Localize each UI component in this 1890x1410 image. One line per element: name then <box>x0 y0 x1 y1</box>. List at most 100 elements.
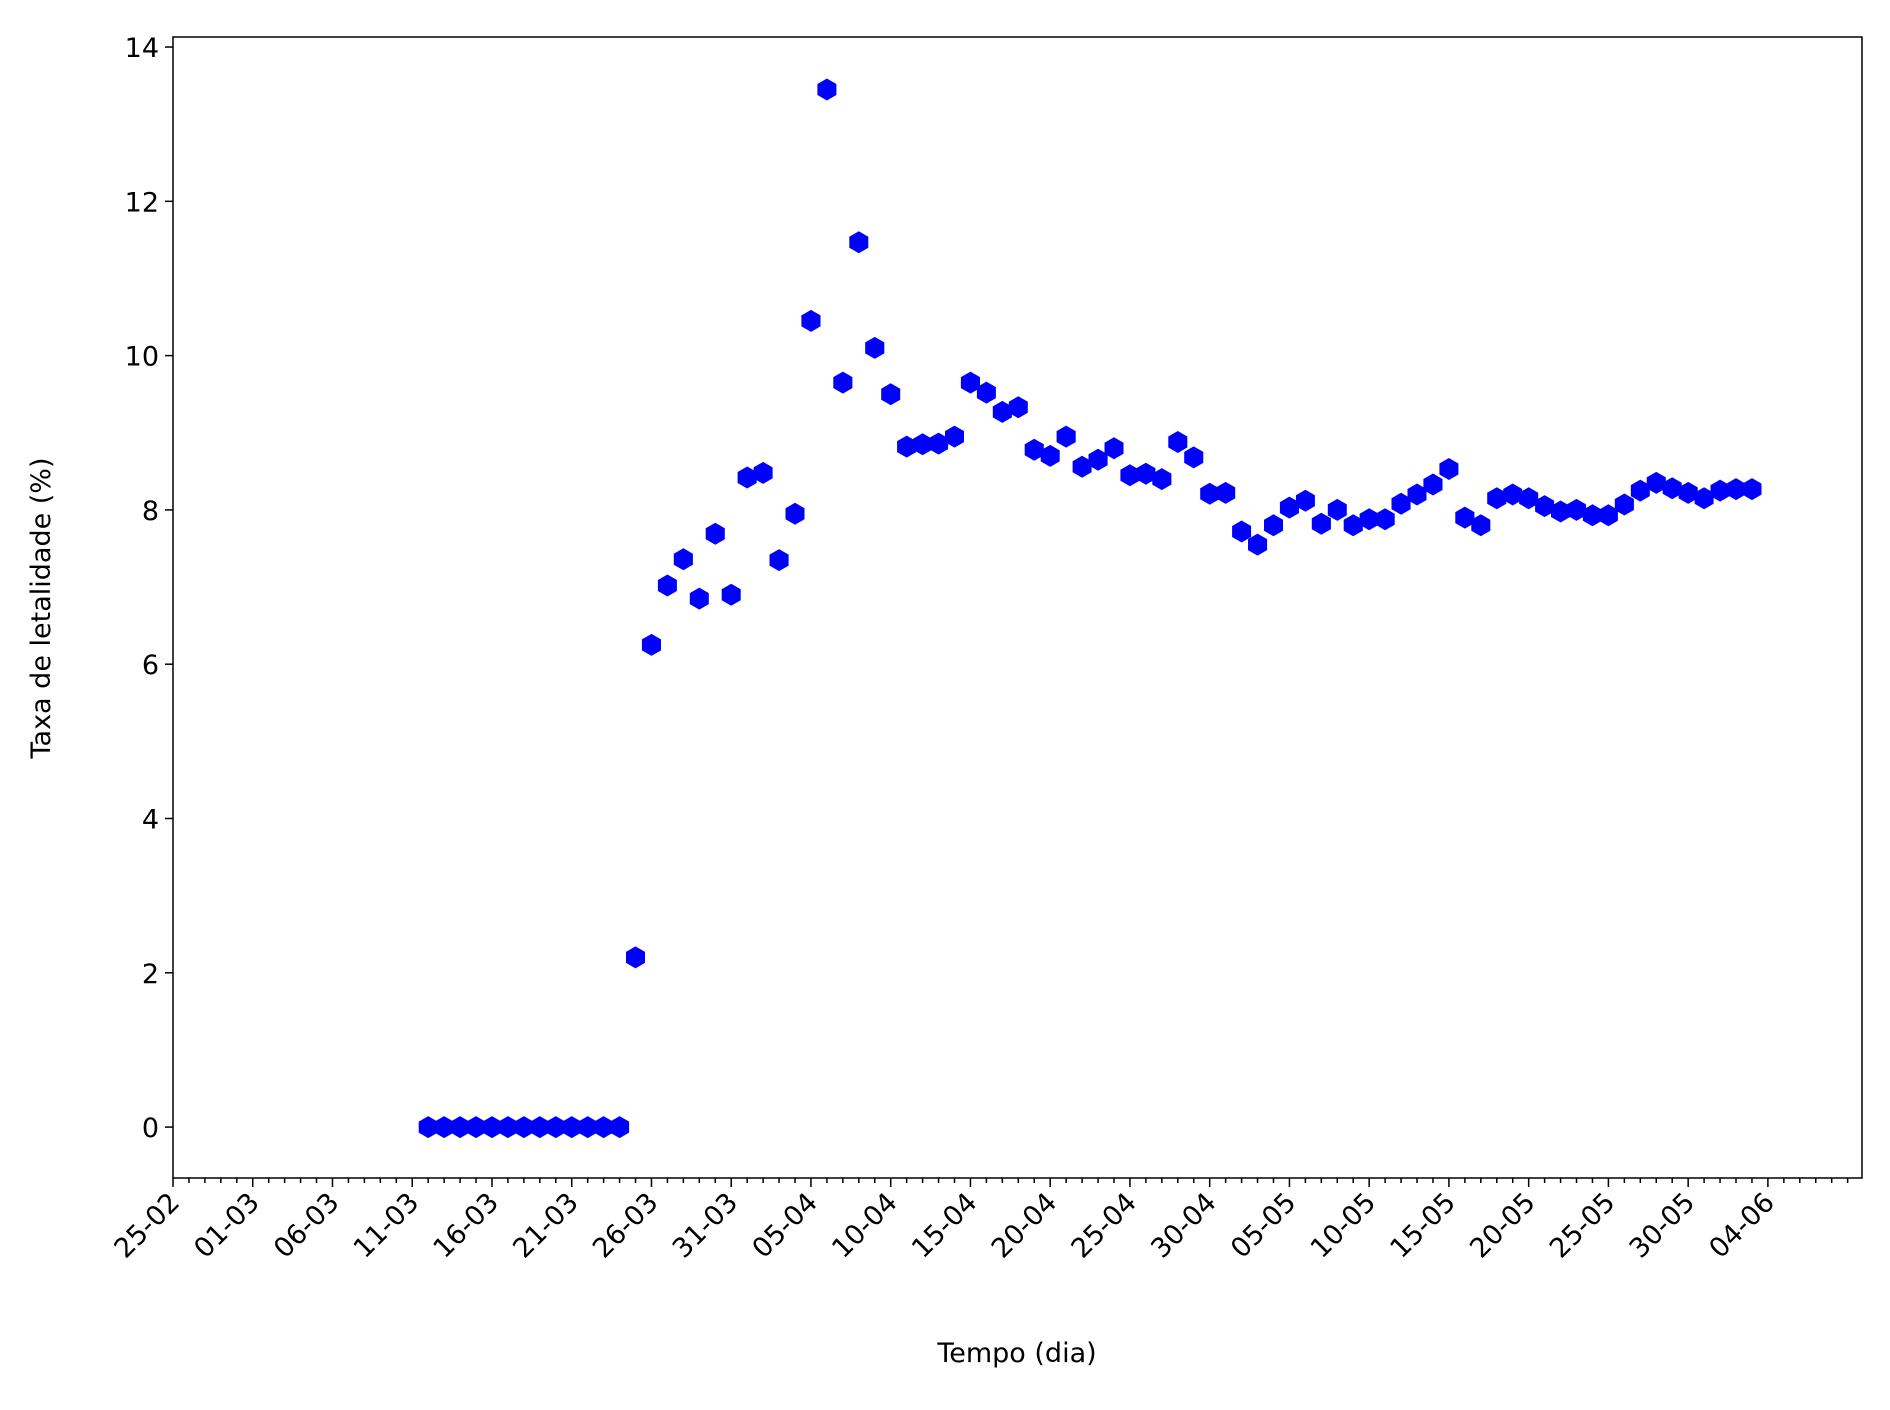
x-tick-label: 25-02 <box>109 1187 186 1264</box>
point <box>1678 481 1698 504</box>
point <box>1742 478 1762 501</box>
point <box>1614 493 1634 516</box>
point <box>801 309 821 332</box>
point <box>945 425 964 448</box>
y-tick-label: 4 <box>142 804 159 835</box>
point <box>1168 431 1188 453</box>
point <box>1630 479 1650 502</box>
point <box>514 1116 534 1139</box>
point <box>1503 483 1523 506</box>
point <box>498 1116 518 1139</box>
point <box>1423 473 1443 496</box>
point <box>1120 464 1140 487</box>
x-tick-label: 16-03 <box>428 1187 505 1264</box>
point <box>1279 496 1299 519</box>
x-tick-label: 30-05 <box>1624 1187 1701 1264</box>
point <box>1343 514 1363 537</box>
point <box>1646 471 1666 494</box>
point <box>1662 477 1682 500</box>
x-tick-label: 05-05 <box>1225 1187 1302 1264</box>
point <box>434 1116 454 1139</box>
point <box>817 78 837 101</box>
point <box>1567 498 1586 521</box>
point <box>1088 448 1108 471</box>
point <box>657 574 677 597</box>
point <box>1582 504 1602 527</box>
point <box>849 231 869 254</box>
point <box>594 1116 614 1139</box>
point <box>1264 514 1283 537</box>
point <box>737 466 757 489</box>
point <box>1439 458 1459 480</box>
y-tick-label: 6 <box>142 650 159 681</box>
point <box>1327 498 1347 521</box>
point <box>673 548 693 571</box>
point <box>1232 520 1252 543</box>
point <box>1040 444 1060 467</box>
point <box>626 946 645 969</box>
point <box>1471 514 1491 537</box>
point <box>769 549 789 572</box>
point <box>1184 446 1204 469</box>
point <box>1248 533 1268 556</box>
point <box>482 1116 502 1139</box>
point <box>530 1116 550 1139</box>
point <box>450 1116 470 1139</box>
point <box>721 583 741 606</box>
point <box>833 371 853 394</box>
point <box>562 1116 582 1139</box>
point <box>1694 487 1714 510</box>
point <box>1056 425 1076 448</box>
x-tick-label: 26-03 <box>587 1187 664 1264</box>
point <box>929 432 949 455</box>
point <box>753 461 773 484</box>
x-tick-label: 21-03 <box>507 1187 584 1264</box>
point <box>578 1116 598 1139</box>
x-tick-label: 11-03 <box>348 1187 425 1264</box>
y-axis-label: Taxa de letalidade (%) <box>26 458 57 760</box>
point <box>1359 508 1379 531</box>
point <box>1519 487 1539 510</box>
point <box>1216 481 1236 504</box>
x-tick-label: 06-03 <box>268 1187 345 1264</box>
x-tick-label: 25-05 <box>1544 1187 1621 1264</box>
x-tick-label: 25-04 <box>1065 1187 1142 1264</box>
point <box>1104 437 1124 460</box>
point <box>1710 479 1730 502</box>
point <box>992 400 1012 423</box>
x-tick-label: 15-04 <box>906 1187 983 1264</box>
y-tick-label: 10 <box>125 342 159 373</box>
y-tick-label: 0 <box>142 1113 159 1144</box>
x-tick-label: 01-03 <box>188 1187 265 1264</box>
point <box>785 502 805 525</box>
y-tick-label: 14 <box>125 33 159 64</box>
point <box>1072 455 1092 478</box>
point <box>1391 492 1411 515</box>
point <box>913 433 933 456</box>
x-tick-label: 30-04 <box>1145 1187 1222 1264</box>
point <box>881 383 901 406</box>
x-tick-label: 05-04 <box>747 1187 824 1264</box>
point <box>1136 462 1156 485</box>
point <box>1375 508 1395 531</box>
point <box>466 1116 486 1139</box>
point <box>1487 487 1507 510</box>
point <box>1726 478 1746 501</box>
point <box>897 435 917 458</box>
x-tick-label: 31-03 <box>667 1187 744 1264</box>
point <box>1598 504 1618 527</box>
point <box>1008 396 1028 419</box>
y-tick-label: 2 <box>142 959 159 990</box>
point <box>705 522 725 545</box>
point <box>546 1116 566 1139</box>
point <box>865 336 885 359</box>
x-tick-label: 10-04 <box>826 1187 903 1264</box>
point <box>418 1116 438 1139</box>
point <box>1295 489 1315 512</box>
point <box>1152 468 1172 491</box>
point <box>1535 495 1555 518</box>
point <box>976 381 996 404</box>
point <box>641 633 661 656</box>
x-tick-label: 15-05 <box>1384 1187 1461 1264</box>
